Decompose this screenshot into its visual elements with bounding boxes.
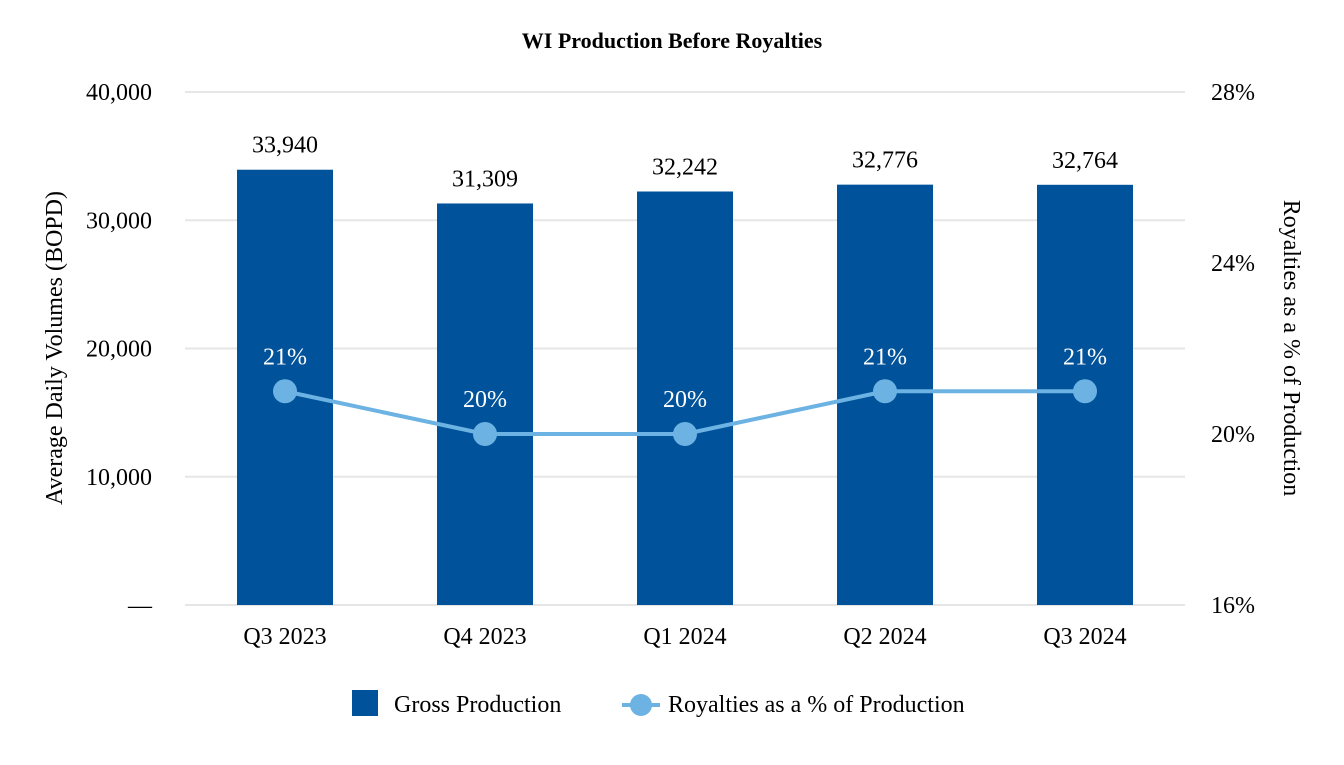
bar-value-label: 32,242	[652, 154, 718, 180]
x-tick-label: Q3 2024	[1043, 624, 1126, 650]
legend-label-royalties: Royalties as a % of Production	[668, 692, 965, 718]
line-point	[473, 422, 497, 446]
y2-tick-label: 20%	[1211, 422, 1255, 448]
left-axis-ticks: — 10,000 20,000 30,000 40,000	[86, 80, 153, 619]
legend: Gross Production Royalties as a % of Pro…	[352, 690, 965, 718]
line-point	[873, 379, 897, 404]
line-point	[273, 379, 297, 404]
y2-tick-label: 28%	[1211, 80, 1255, 106]
line-point	[1073, 379, 1097, 404]
bar-value-label: 32,764	[1052, 148, 1118, 174]
bar-value-label: 31,309	[452, 166, 518, 192]
legend-marker-royalties	[630, 694, 652, 716]
x-tick-label: Q2 2024	[843, 624, 926, 650]
y-axis-title: Average Daily Volumes (BOPD)	[42, 191, 68, 505]
x-tick-label: Q3 2023	[243, 624, 326, 650]
right-axis-ticks: 16% 20% 24% 28%	[1211, 80, 1255, 619]
legend-swatch-gross-production	[352, 690, 378, 716]
line-value-label: 21%	[1063, 344, 1107, 370]
y2-tick-label: 24%	[1211, 251, 1255, 277]
x-tick-label: Q1 2024	[643, 624, 726, 650]
y-tick-label: 40,000	[86, 80, 152, 106]
y-tick-label: 10,000	[86, 465, 152, 491]
bar-series: 33,940 31,309 32,242 32,776 32,764	[237, 133, 1133, 606]
y2-tick-label: 16%	[1211, 593, 1255, 619]
line-series: 21% 20% 20% 21% 21%	[263, 344, 1107, 446]
y2-axis-title: Royalties as a % of Production	[1278, 200, 1304, 497]
line-value-label: 21%	[863, 344, 907, 370]
chart-title: WI Production Before Royalties	[522, 28, 823, 53]
line-value-label: 20%	[463, 387, 507, 413]
y-tick-label: 30,000	[86, 208, 152, 234]
line-value-label: 20%	[663, 387, 707, 413]
y-tick-label: —	[127, 593, 153, 619]
legend-label-gross-production: Gross Production	[394, 692, 561, 718]
bar	[637, 191, 733, 606]
bar-value-label: 33,940	[252, 133, 318, 159]
bar-value-label: 32,776	[852, 148, 918, 174]
bar	[437, 203, 533, 605]
x-tick-label: Q4 2023	[443, 624, 526, 650]
x-axis-ticks: Q3 2023 Q4 2023 Q1 2024 Q2 2024 Q3 2024	[243, 624, 1126, 650]
line-value-label: 21%	[263, 344, 307, 370]
y-tick-label: 20,000	[86, 337, 152, 363]
line-point	[673, 422, 697, 446]
